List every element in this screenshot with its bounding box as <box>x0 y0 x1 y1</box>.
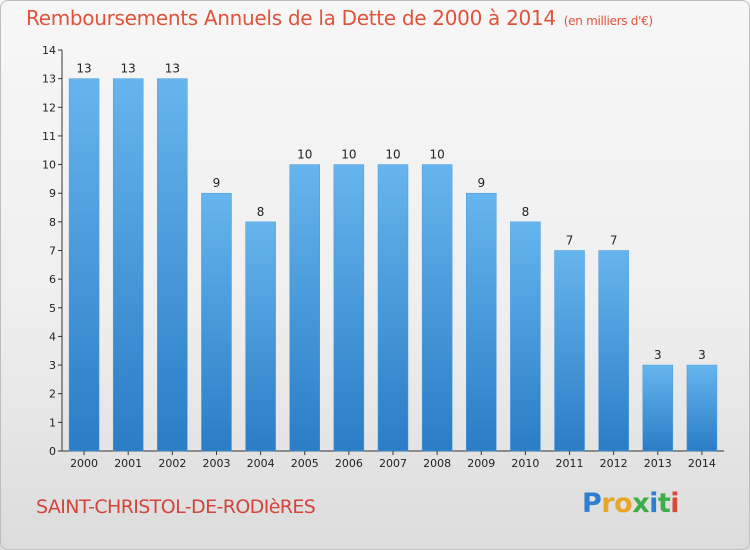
data-label: 9 <box>477 176 485 190</box>
data-label: 10 <box>297 148 312 162</box>
x-tick-label: 2012 <box>600 457 628 470</box>
y-tick-label: 11 <box>42 130 56 143</box>
data-label: 9 <box>213 176 221 190</box>
logo-letter: o <box>614 488 633 519</box>
x-tick-label: 2002 <box>158 457 186 470</box>
data-label: 10 <box>385 148 400 162</box>
bar <box>289 164 320 452</box>
commune-name: SAINT-CHRISTOL-DE-RODIèRES <box>36 496 316 518</box>
x-tick-label: 2010 <box>511 457 539 470</box>
bar <box>377 164 409 452</box>
bar <box>245 221 276 452</box>
y-tick-label: 4 <box>49 330 56 343</box>
data-label: 10 <box>429 148 444 162</box>
bar <box>333 164 365 452</box>
y-tick-label: 1 <box>49 416 56 429</box>
chart-title-text: Remboursements Annuels de la Dette de 20… <box>26 6 556 30</box>
x-tick-label: 2008 <box>423 457 451 470</box>
proxiti-logo: Proxiti <box>582 488 680 519</box>
logo-letter: t <box>657 488 671 519</box>
data-label: 3 <box>698 348 706 362</box>
x-tick-label: 2007 <box>379 457 407 470</box>
x-tick-label: 2001 <box>114 457 142 470</box>
logo-letter: P <box>582 488 602 519</box>
bar <box>201 192 232 452</box>
x-tick-label: 2013 <box>644 457 672 470</box>
data-label: 7 <box>566 234 574 248</box>
y-tick-label: 5 <box>49 302 56 315</box>
y-tick-label: 14 <box>42 44 56 57</box>
logo-letter: i <box>649 488 658 519</box>
bar <box>466 192 497 452</box>
bar <box>554 250 585 452</box>
chart-title: Remboursements Annuels de la Dette de 20… <box>26 6 653 30</box>
bar <box>157 78 188 452</box>
data-label: 7 <box>610 234 618 248</box>
x-tick-label: 2003 <box>202 457 230 470</box>
bar <box>598 250 629 452</box>
data-label: 10 <box>341 148 356 162</box>
chart-unit: (en milliers d'€) <box>563 14 653 28</box>
x-tick-label: 2004 <box>247 457 275 470</box>
bar <box>421 164 453 452</box>
y-tick-label: 12 <box>42 101 56 114</box>
x-tick-label: 2005 <box>291 457 319 470</box>
y-tick-label: 8 <box>49 216 56 229</box>
bar <box>112 78 144 452</box>
bar <box>642 364 674 452</box>
bar <box>68 78 100 452</box>
y-tick-label: 13 <box>42 73 56 86</box>
data-label: 13 <box>121 62 136 76</box>
y-tick-label: 10 <box>42 159 56 172</box>
data-label: 13 <box>76 62 91 76</box>
y-tick-label: 7 <box>49 245 56 258</box>
y-tick-label: 3 <box>49 359 56 372</box>
y-tick-label: 9 <box>49 187 56 200</box>
data-label: 8 <box>522 205 530 219</box>
logo-letter: x <box>632 488 650 519</box>
data-label: 13 <box>165 62 180 76</box>
logo-letter: r <box>601 488 615 519</box>
y-tick-label: 6 <box>49 273 56 286</box>
y-tick-label: 2 <box>49 388 56 401</box>
x-tick-label: 2009 <box>467 457 495 470</box>
x-tick-label: 2006 <box>335 457 363 470</box>
x-tick-label: 2011 <box>556 457 584 470</box>
y-tick-label: 0 <box>49 445 56 458</box>
x-tick-label: 2000 <box>70 457 98 470</box>
data-label: 3 <box>654 348 662 362</box>
bar <box>510 221 541 452</box>
logo-letter: i <box>670 488 680 519</box>
x-tick-label: 2014 <box>688 457 716 470</box>
data-label: 8 <box>257 205 265 219</box>
bar <box>686 364 718 452</box>
